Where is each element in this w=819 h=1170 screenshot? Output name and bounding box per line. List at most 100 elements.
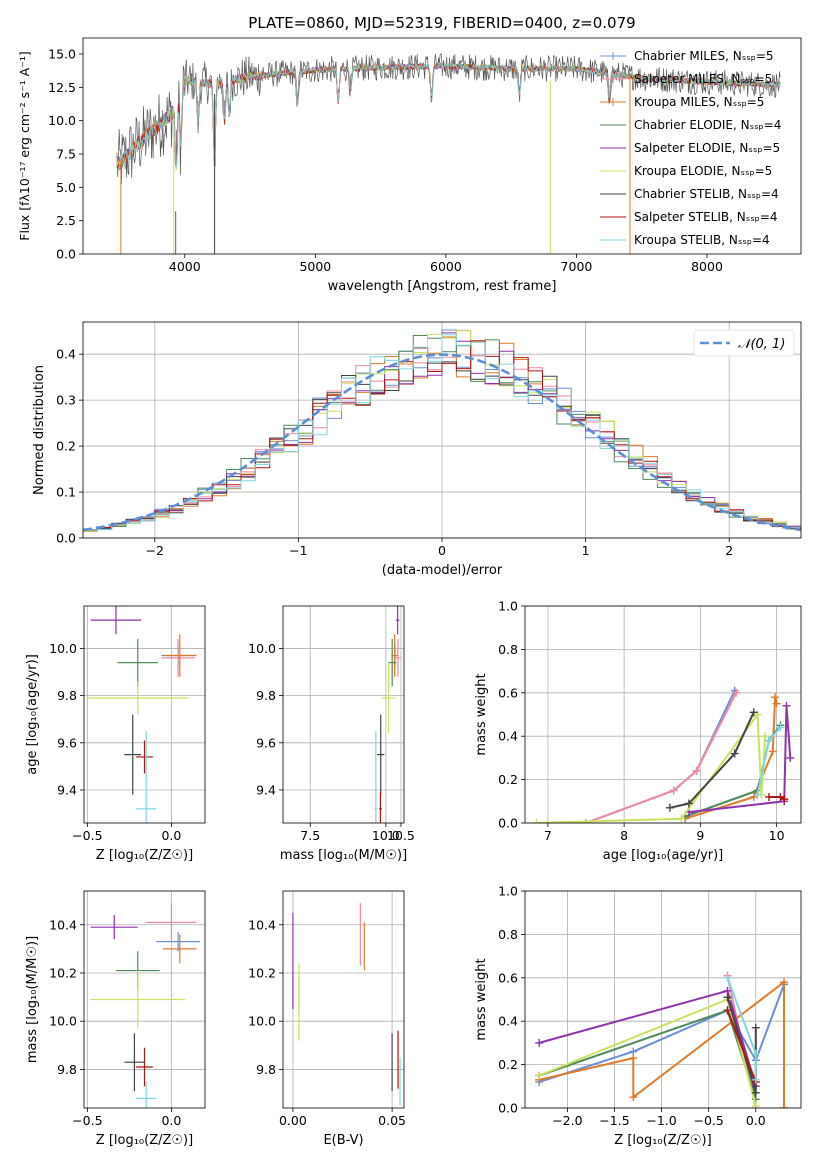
y-tick-label: 9.8 — [57, 688, 77, 703]
y-tick-label: 9.6 — [256, 735, 276, 750]
axis-labels: −0.5 0.0 9.4 9.6 9.8 10.0 Z [log₁₀(Z/Z☉)] age [… — [25, 641, 193, 863]
y-tick-label: 0.1 — [56, 485, 76, 500]
y-tick-label: 10.2 — [49, 965, 77, 980]
y-tick-label: 0.2 — [56, 439, 76, 454]
axes-frame — [524, 890, 802, 1109]
y-tick-label: 9.4 — [256, 782, 276, 797]
weight-marker — [532, 819, 541, 823]
y-tick-label: 10.0 — [48, 113, 76, 128]
axes-frame — [524, 605, 802, 824]
plot-area — [292, 903, 401, 1106]
weight-marker — [764, 792, 773, 801]
legend-label: Kroupa STELIB, Nₛₛₚ=4 — [634, 233, 770, 247]
y-tick-label: 9.6 — [57, 735, 77, 750]
x-tick-label: 0.05 — [378, 1113, 406, 1128]
mass-vs-metallicity-panel: −0.5 0.0 9.8 10.0 10.2 10.4 Z [log₁₀(Z/Z☉)] mas… — [25, 890, 206, 1148]
weight-marker — [780, 1104, 789, 1108]
weight-vs-age-panel: 7 8 9 10 0.0 0.2 0.4 0.6 0.8 1.0 age [log₁₀(age/yr… — [474, 599, 802, 863]
y-tick-label: 9.8 — [256, 1062, 276, 1077]
axis-labels: −0.5 0.0 9.8 10.0 10.2 10.4 Z [log₁₀(Z/Z☉)] mas… — [25, 917, 193, 1148]
x-tick-label: 5000 — [299, 259, 331, 274]
y-axis-label: mass weight — [474, 958, 489, 1040]
weight-marker — [629, 1093, 638, 1102]
x-tick-label: 0.0 — [161, 1113, 181, 1128]
y-tick-label: 0.0 — [498, 816, 518, 831]
weight-marker — [786, 753, 795, 762]
y-tick-label: 0.0 — [56, 247, 76, 262]
y-tick-label: 10.4 — [49, 917, 77, 932]
weight-marker — [761, 732, 770, 741]
x-tick-label: −1 — [289, 543, 307, 558]
weight-marker — [677, 814, 686, 823]
x-tick-label: −2.0 — [552, 1113, 582, 1128]
y-tick-label: 5.0 — [56, 180, 76, 195]
x-tick-label: 8000 — [691, 259, 723, 274]
axes-frame — [282, 605, 405, 824]
x-tick-label: 2 — [725, 543, 733, 558]
spectrum-line-kroupa-stelib — [116, 61, 781, 171]
spectrum-line-chabrier-stelib — [116, 53, 781, 185]
y-tick-label: 10.4 — [248, 917, 276, 932]
y-tick-label: 10.2 — [248, 965, 276, 980]
weight-marker — [535, 1071, 544, 1080]
weight-marker — [751, 1023, 760, 1032]
y-tick-label: 0.0 — [56, 531, 76, 546]
weight-marker — [723, 1006, 732, 1015]
weight-marker — [764, 736, 773, 745]
y-axis-label: mass weight — [474, 673, 489, 755]
y-tick-label: 10.0 — [248, 641, 276, 656]
y-tick-label: 0.0 — [498, 1101, 518, 1116]
weight-marker — [669, 786, 678, 795]
x-axis-label: Z [log₁₀(Z/Z☉)] — [614, 1133, 711, 1148]
plot-area — [535, 971, 789, 1108]
x-tick-label: −0.5 — [72, 828, 102, 843]
y-axis-label: Normed distribution — [32, 365, 47, 495]
plot-area — [532, 686, 795, 823]
y-tick-label: 10.0 — [248, 1014, 276, 1029]
weight-marker — [751, 1049, 760, 1058]
y-tick-label: 0.4 — [498, 1014, 518, 1029]
y-tick-label: 0.4 — [498, 729, 518, 744]
y-tick-label: 12.5 — [48, 80, 76, 95]
plot-area — [83, 329, 801, 538]
axis-labels: 4000 5000 6000 7000 8000 0.0 2.5 5.0 7.5 10.0 12.5… — [17, 47, 723, 295]
legend-label: Salpeter ELODIE, Nₛₛₚ=5 — [634, 141, 780, 155]
weight-line-salpeter-miles — [585, 692, 738, 823]
weight-line-salpeter-stelib — [726, 1010, 757, 1083]
normal-distribution-curve — [83, 353, 801, 532]
legend-label: Salpeter STELIB, Nₛₛₚ=4 — [634, 210, 778, 224]
y-tick-label: 1.0 — [498, 599, 518, 614]
spectrum-title: PLATE=0860, MJD=52319, FIBERID=0400, z=0… — [248, 14, 635, 32]
y-tick-label: 1.0 — [498, 884, 518, 899]
x-tick-label: 0.0 — [746, 1113, 766, 1128]
legend-label: Chabrier STELIB, Nₛₛₚ=4 — [634, 187, 779, 201]
weight-marker — [665, 803, 674, 812]
weight-marker — [772, 699, 781, 708]
y-tick-label: 0.2 — [498, 772, 518, 787]
weight-marker — [535, 1038, 544, 1047]
x-tick-label: 8 — [620, 828, 628, 843]
histogram-kroupa-stelib — [83, 334, 801, 538]
legend-label: Kroupa ELODIE, Nₛₛₚ=5 — [634, 164, 772, 178]
x-tick-label: 10 — [769, 828, 785, 843]
x-axis-label: wavelength [Angstrom, rest frame] — [328, 279, 557, 294]
x-tick-label: −0.5 — [694, 1113, 724, 1128]
x-axis-label: (data-model)/error — [382, 563, 503, 578]
legend-label: Salpeter MILES, Nₛₛₚ=5 — [634, 72, 772, 86]
x-tick-label: 10.0 — [372, 828, 400, 843]
weight-line-salpeter-elodie — [688, 704, 792, 814]
plot-area — [116, 53, 781, 254]
legend-label: Chabrier MILES, Nₛₛₚ=5 — [634, 49, 774, 63]
weight-marker — [723, 993, 732, 1002]
spectrum-panel: 4000 5000 6000 7000 8000 0.0 2.5 5.0 7.5 10.0 12.5… — [17, 37, 802, 295]
axis-labels: 0.00 0.05 9.8 10.0 10.2 10.4 E(B-V) — [248, 917, 406, 1148]
weight-marker — [751, 1088, 760, 1097]
y-tick-label: 9.4 — [57, 782, 77, 797]
weight-marker — [780, 978, 789, 987]
weight-marker — [751, 1075, 760, 1084]
y-tick-label: 0.8 — [498, 642, 518, 657]
weight-marker — [730, 749, 739, 758]
x-tick-label: −1.0 — [646, 1113, 676, 1128]
